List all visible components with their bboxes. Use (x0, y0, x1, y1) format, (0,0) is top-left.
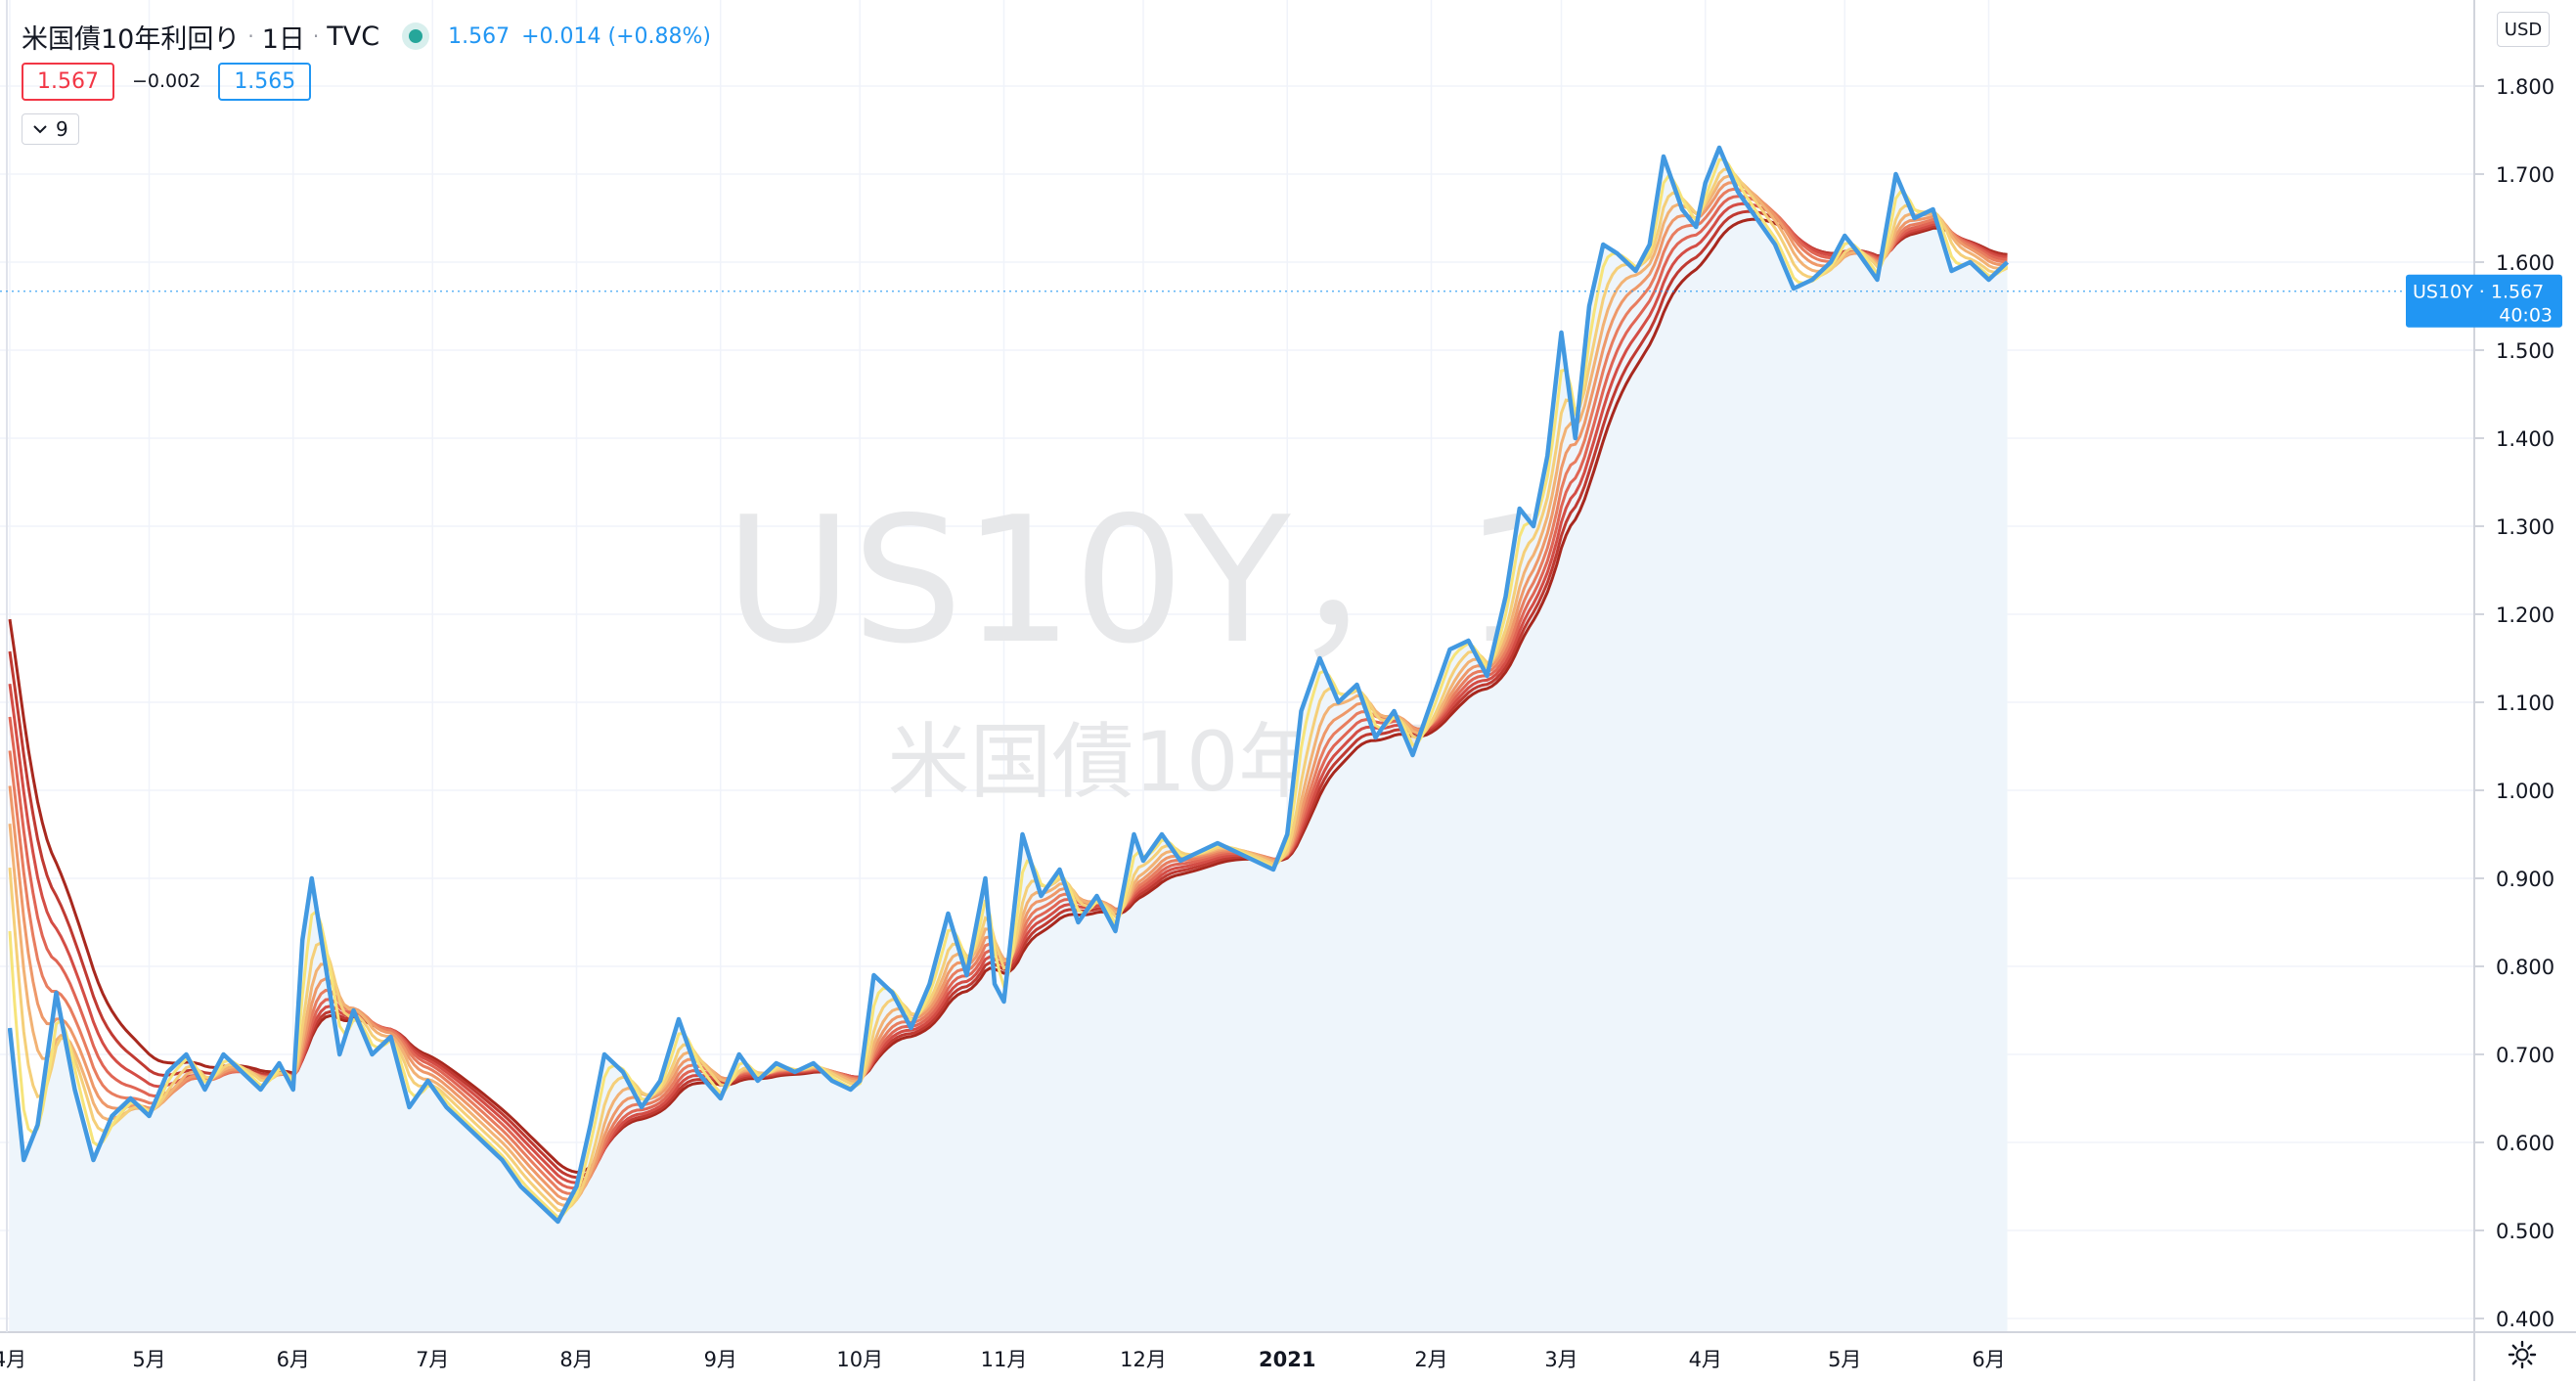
price-line (7, 145, 2010, 1225)
separator: · (247, 24, 254, 48)
x-tick-label: 7月 (416, 1348, 449, 1371)
spread-value: −0.002 (131, 70, 201, 92)
x-tick-label: 11月 (981, 1348, 1028, 1371)
gear-icon (2508, 1340, 2537, 1373)
price-change: +0.014 (+0.88%) (521, 23, 711, 49)
y-tick-label: 1.500 (2496, 339, 2554, 363)
y-tick-label: 0.600 (2496, 1132, 2554, 1155)
x-tick-label: 2021 (1259, 1348, 1315, 1371)
y-tick-label: 0.500 (2496, 1220, 2554, 1243)
x-tick-label: 6月 (1972, 1348, 2005, 1371)
legend-title-row: 米国債10年利回り · 1日 · TVC 1.567 +0.014 (+0.88… (22, 14, 711, 59)
y-tick-label: 0.400 (2496, 1308, 2554, 1331)
y-tick-label: 0.700 (2496, 1044, 2554, 1067)
x-tick-label: 5月 (132, 1348, 165, 1371)
bid-price[interactable]: 1.567 (22, 62, 114, 101)
y-tick-label: 1.700 (2496, 163, 2554, 187)
x-tick-label: 6月 (277, 1348, 310, 1371)
x-tick-label: 5月 (1828, 1348, 1861, 1371)
y-tick-label: 1.600 (2496, 251, 2554, 275)
price-series-line (7, 145, 2010, 1225)
separator: · (312, 24, 320, 48)
x-tick-label: 10月 (836, 1348, 883, 1371)
x-tick-label: 2月 (1414, 1348, 1447, 1371)
y-tick-label: 1.800 (2496, 75, 2554, 99)
indicator-count: 9 (56, 117, 68, 141)
y-tick-label: 0.900 (2496, 868, 2554, 891)
symbol-legend: 米国債10年利回り · 1日 · TVC 1.567 +0.014 (+0.88… (22, 14, 711, 149)
currency-button[interactable]: USD (2497, 12, 2550, 47)
interval-label[interactable]: 1日 (261, 23, 305, 55)
legend-bid-ask-row: 1.567 −0.002 1.565 (22, 59, 711, 104)
price-area-fill (10, 148, 2008, 1332)
y-tick-label: 1.400 (2496, 427, 2554, 451)
indicators-toggle-button[interactable]: 9 (22, 113, 79, 145)
price-tag-countdown: 40:03 (2499, 305, 2553, 327)
settings-button[interactable] (2502, 1336, 2543, 1377)
last-price: 1.567 (448, 23, 511, 49)
price-area (10, 148, 2008, 1332)
y-tick-label: 1.300 (2496, 515, 2554, 539)
x-tick-label: 12月 (1120, 1348, 1167, 1371)
y-tick-label: 1.100 (2496, 692, 2554, 715)
chevron-down-icon (32, 120, 48, 139)
price-tag-box (2406, 274, 2562, 328)
legend-indicator-row: 9 (22, 104, 711, 149)
x-tick-label: 4月 (0, 1348, 26, 1371)
x-tick-label: 8月 (559, 1348, 593, 1371)
price-tag-label: US10Y · 1.567 (2413, 282, 2544, 303)
market-status-icon (409, 29, 423, 43)
y-tick-label: 1.200 (2496, 603, 2554, 627)
x-tick-label: 9月 (704, 1348, 737, 1371)
x-tick-label: 4月 (1689, 1348, 1722, 1371)
exchange-label: TVC (327, 21, 380, 52)
x-tick-label: 3月 (1544, 1348, 1577, 1371)
ask-price[interactable]: 1.565 (218, 62, 312, 101)
symbol-title[interactable]: 米国債10年利回り (22, 23, 241, 55)
y-tick-label: 0.800 (2496, 956, 2554, 979)
y-tick-label: 1.000 (2496, 780, 2554, 803)
